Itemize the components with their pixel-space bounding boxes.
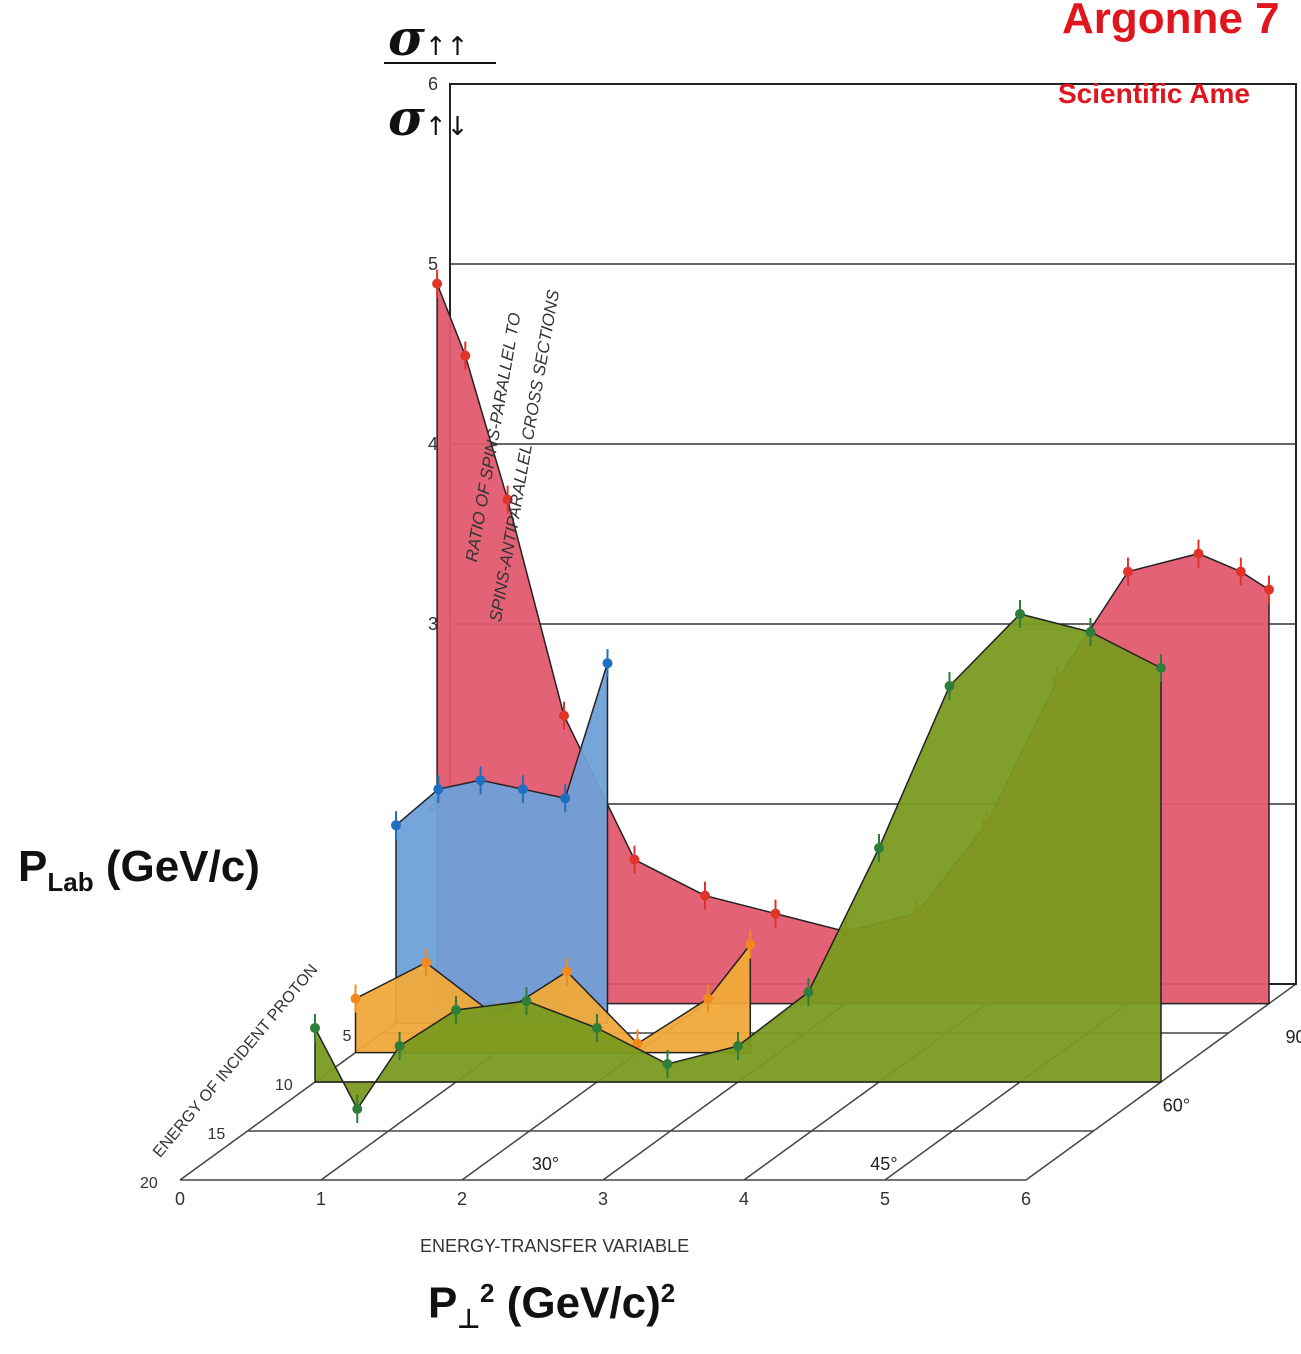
ratio-numerator: σ↑↑	[388, 8, 468, 67]
data-point	[874, 843, 884, 853]
data-point	[630, 855, 640, 865]
x-tick-label: 2	[457, 1189, 467, 1209]
data-point	[560, 793, 570, 803]
data-point	[700, 891, 710, 901]
angle-label: 90°	[1286, 1027, 1301, 1047]
angle-label: 45°	[870, 1154, 897, 1174]
data-point	[1156, 663, 1166, 673]
data-point	[1123, 567, 1133, 577]
pperp-unit: (GeV/c)	[494, 1279, 660, 1328]
plab-subscript: Lab	[47, 867, 93, 897]
pperp-superscript: 2	[480, 1278, 494, 1308]
plab-symbol: P	[18, 842, 47, 891]
chart-title: Argonne 7	[1062, 0, 1280, 44]
x-tick-label: 3	[598, 1189, 608, 1209]
data-point	[603, 658, 613, 668]
pperp-unit-superscript: 2	[661, 1278, 675, 1308]
data-point	[733, 1041, 743, 1051]
sigma-symbol-2: σ	[388, 88, 425, 147]
data-point	[432, 279, 442, 289]
x-axis-label: ENERGY-TRANSFER VARIABLE	[420, 1236, 689, 1257]
data-point	[391, 820, 401, 830]
data-point	[518, 784, 528, 794]
x-tick-label: 6	[1021, 1189, 1031, 1209]
data-point	[771, 909, 781, 919]
data-point	[451, 1005, 461, 1015]
data-point	[945, 681, 955, 691]
z-tick-label: 10	[275, 1077, 293, 1094]
data-point	[745, 940, 755, 950]
data-point	[522, 996, 532, 1006]
data-point	[1086, 627, 1096, 637]
data-point	[460, 351, 470, 361]
pperp-subscript: ⊥	[457, 1303, 480, 1333]
data-point	[663, 1059, 673, 1069]
x-tick-label: 1	[316, 1189, 326, 1209]
z-tick-label: 20	[140, 1175, 158, 1192]
data-point	[1236, 567, 1246, 577]
plab-label: PLab (GeV/c)	[18, 842, 260, 898]
data-point	[804, 987, 814, 997]
angle-label: 60°	[1163, 1095, 1190, 1115]
data-point	[351, 994, 361, 1004]
data-point	[395, 1041, 405, 1051]
ratio-denominator: σ↑↓	[388, 88, 468, 147]
data-point	[703, 994, 713, 1004]
pperp-label: P⊥2 (GeV/c)2	[428, 1278, 675, 1334]
angle-label: 30°	[532, 1154, 559, 1174]
z-tick-label: 5	[343, 1028, 352, 1045]
data-point	[1194, 549, 1204, 559]
data-point	[562, 967, 572, 977]
data-point	[1264, 585, 1274, 595]
chart-subtitle: Scientific Ame	[1058, 78, 1250, 110]
data-point	[1015, 609, 1025, 619]
data-point	[421, 958, 431, 968]
sigma-symbol: σ	[388, 8, 425, 67]
x-tick-label: 0	[175, 1189, 185, 1209]
data-point	[559, 711, 569, 721]
data-point	[310, 1023, 320, 1033]
ratio-fraction-bar	[384, 62, 496, 64]
plab-unit: (GeV/c)	[94, 842, 260, 891]
pperp-symbol: P	[428, 1279, 457, 1328]
antiparallel-arrows: ↑↓	[425, 112, 469, 142]
data-point	[592, 1023, 602, 1033]
z-tick-label: 15	[208, 1126, 226, 1143]
x-tick-label: 5	[880, 1189, 890, 1209]
data-point	[352, 1104, 362, 1114]
parallel-arrows: ↑↑	[425, 32, 469, 62]
data-point	[476, 775, 486, 785]
x-tick-label: 4	[739, 1189, 749, 1209]
data-point	[433, 784, 443, 794]
